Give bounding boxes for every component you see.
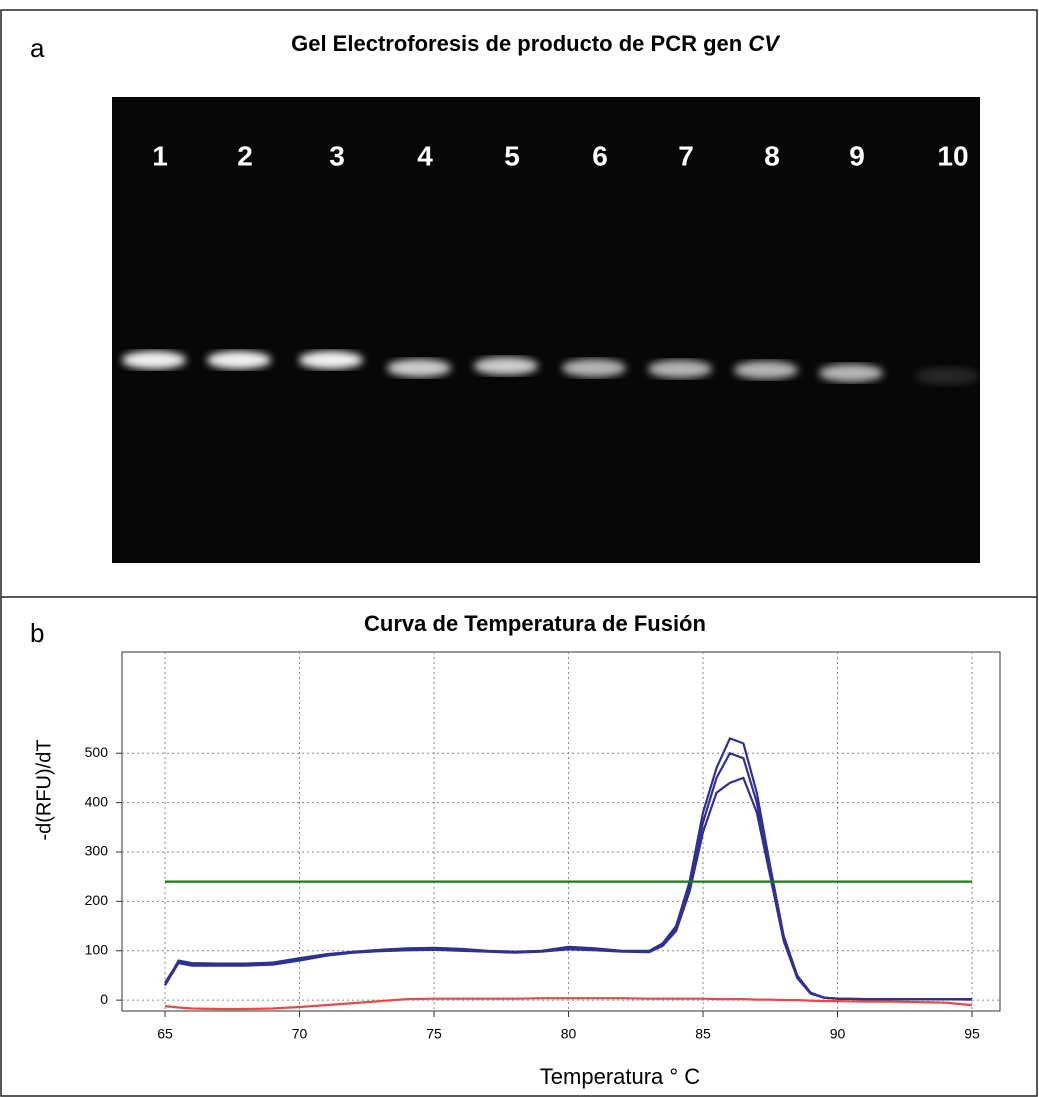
lane-label: 4 (417, 140, 433, 171)
gel-band (819, 364, 883, 382)
x-axis-label: Temperatura ° C (540, 1064, 701, 1089)
title-text: Gel Electroforesis de producto de PCR ge… (291, 31, 742, 56)
panel-letter: b (30, 618, 44, 648)
lane-label: 3 (329, 140, 345, 171)
lane-label: 5 (504, 140, 520, 171)
x-tick-label: 80 (561, 1026, 577, 1042)
y-tick-label: 200 (85, 892, 109, 908)
lane-label: 7 (678, 140, 694, 171)
gel-band (474, 357, 538, 375)
y-axis-label: -d(RFU)/dT (33, 739, 55, 840)
x-tick-label: 75 (426, 1026, 442, 1042)
data-line (164, 997, 973, 1011)
y-tick-label: 100 (85, 941, 109, 957)
lane-label: 1 (152, 140, 168, 171)
gel-band (299, 351, 363, 369)
data-line (164, 776, 973, 1001)
gel-band (387, 359, 451, 377)
lane-label: 2 (237, 140, 253, 171)
gel-band (122, 351, 186, 369)
x-tick-label: 65 (157, 1026, 173, 1042)
lane-label: 6 (592, 140, 608, 171)
y-tick-label: 0 (100, 991, 108, 1007)
gel-band (207, 351, 271, 369)
x-tick-label: 85 (695, 1026, 711, 1042)
y-tick-label: 400 (85, 793, 109, 809)
gel-image (112, 97, 980, 563)
y-tick-label: 500 (85, 744, 109, 760)
x-tick-label: 90 (830, 1026, 846, 1042)
frame (0, 9, 1038, 1097)
x-tick-label: 70 (292, 1026, 308, 1042)
lane-label: 8 (764, 140, 780, 171)
title-italic: CV (748, 31, 781, 56)
lane-label: 9 (849, 140, 865, 171)
y-tick-label: 300 (85, 843, 109, 859)
panel-title: Gel Electroforesis de producto de PCR ge… (291, 31, 781, 56)
gel-band (915, 367, 979, 385)
chart-title: Curva de Temperatura de Fusión (364, 611, 706, 636)
gel-band (648, 360, 712, 378)
gel-band (562, 359, 626, 377)
x-tick-label: 95 (964, 1026, 980, 1042)
panel-letter: a (30, 33, 45, 63)
gel-lanes: 1 2 3 4 5 6 7 8 9 10 (122, 140, 979, 385)
lane-label: 10 (937, 140, 968, 171)
plot-frame (121, 651, 1001, 1012)
gel-band (734, 361, 798, 379)
